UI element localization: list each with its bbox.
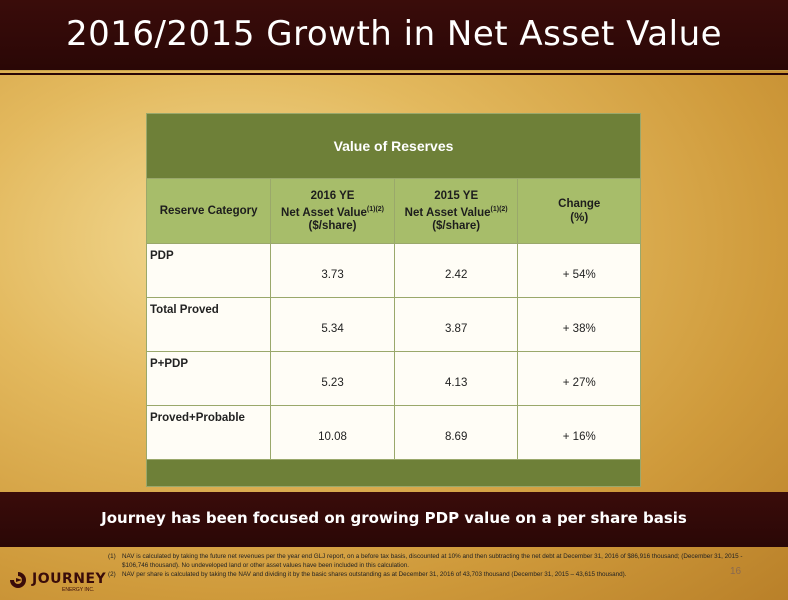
table-header-row: Reserve Category 2016 YE Net Asset Value… <box>145 178 641 244</box>
column-header-unit: ($/share) <box>432 220 481 233</box>
table-row: P+PDP 5.23 4.13 + 27% <box>145 351 641 406</box>
value-cell: 2.42 <box>393 243 519 298</box>
column-header: 2016 YE Net Asset Value(1)(2) ($/share) <box>270 178 395 244</box>
value-cell: 10.08 <box>270 405 395 460</box>
divider <box>0 73 788 75</box>
category-cell: Proved+Probable <box>145 405 272 460</box>
footnote-number: (2) <box>108 571 116 578</box>
column-header-unit: (%) <box>570 212 589 224</box>
column-header: Change (%) <box>517 178 641 244</box>
column-header-label: 2016 YE <box>310 189 355 202</box>
company-logo: JOURNEY ENERGY INC. <box>6 568 106 596</box>
logo-subtext: ENERGY INC. <box>62 587 95 593</box>
footnote-ref: (1)(2) <box>366 205 385 213</box>
footnote-number: (1) <box>108 553 116 560</box>
footnote-text: NAV per share is calculated by taking th… <box>122 571 627 578</box>
message-banner: Journey has been focused on growing PDP … <box>0 492 788 547</box>
change-cell: + 38% <box>517 297 641 352</box>
category-cell: PDP <box>145 243 272 298</box>
table-row: Total Proved 5.34 3.87 + 38% <box>145 297 641 352</box>
column-header-label: Change <box>558 198 601 210</box>
value-cell: 3.73 <box>270 243 395 298</box>
change-cell: + 16% <box>517 405 641 460</box>
value-cell: 5.23 <box>270 351 395 406</box>
category-cell: P+PDP <box>145 351 272 406</box>
column-header-unit: ($/share) <box>308 220 357 233</box>
column-header-label: Net Asset Value <box>404 206 491 219</box>
change-cell: + 54% <box>517 243 641 298</box>
table-footer-row <box>146 459 641 487</box>
reserves-table: Value of Reserves Reserve Category 2016 … <box>145 113 641 487</box>
table-row: PDP 3.73 2.42 + 54% <box>145 243 641 298</box>
footnotes: (1) NAV is calculated by taking the futu… <box>108 552 748 579</box>
value-cell: 4.13 <box>393 351 519 406</box>
page-number: 16 <box>730 566 742 577</box>
category-cell: Total Proved <box>145 297 272 352</box>
footnote-ref: (1)(2) <box>490 205 508 213</box>
logo-text: JOURNEY <box>32 571 107 587</box>
banner-text: Journey has been focused on growing PDP … <box>101 509 687 527</box>
column-header: 2015 YE Net Asset Value(1)(2) ($/share) <box>393 178 519 244</box>
value-cell: 5.34 <box>270 297 395 352</box>
page-title: 2016/2015 Growth in Net Asset Value <box>65 14 723 54</box>
column-header: Reserve Category <box>145 178 272 244</box>
change-cell: + 27% <box>517 351 641 406</box>
value-cell: 3.87 <box>393 297 519 352</box>
table-row: Proved+Probable 10.08 8.69 + 16% <box>145 405 641 460</box>
value-cell: 8.69 <box>393 405 519 460</box>
title-bar: 2016/2015 Growth in Net Asset Value <box>0 0 788 71</box>
footnote: (2) NAV per share is calculated by takin… <box>108 570 748 579</box>
table-heading: Value of Reserves <box>146 113 641 179</box>
footnote-text: NAV is calculated by taking the future n… <box>122 553 743 569</box>
column-header-label: Net Asset Value <box>281 206 367 219</box>
footnote: (1) NAV is calculated by taking the futu… <box>108 552 748 570</box>
column-header-label: Reserve Category <box>159 205 258 217</box>
column-header-label: 2015 YE <box>434 189 479 202</box>
table-footer <box>146 459 641 487</box>
journey-swirl-icon <box>10 572 26 588</box>
